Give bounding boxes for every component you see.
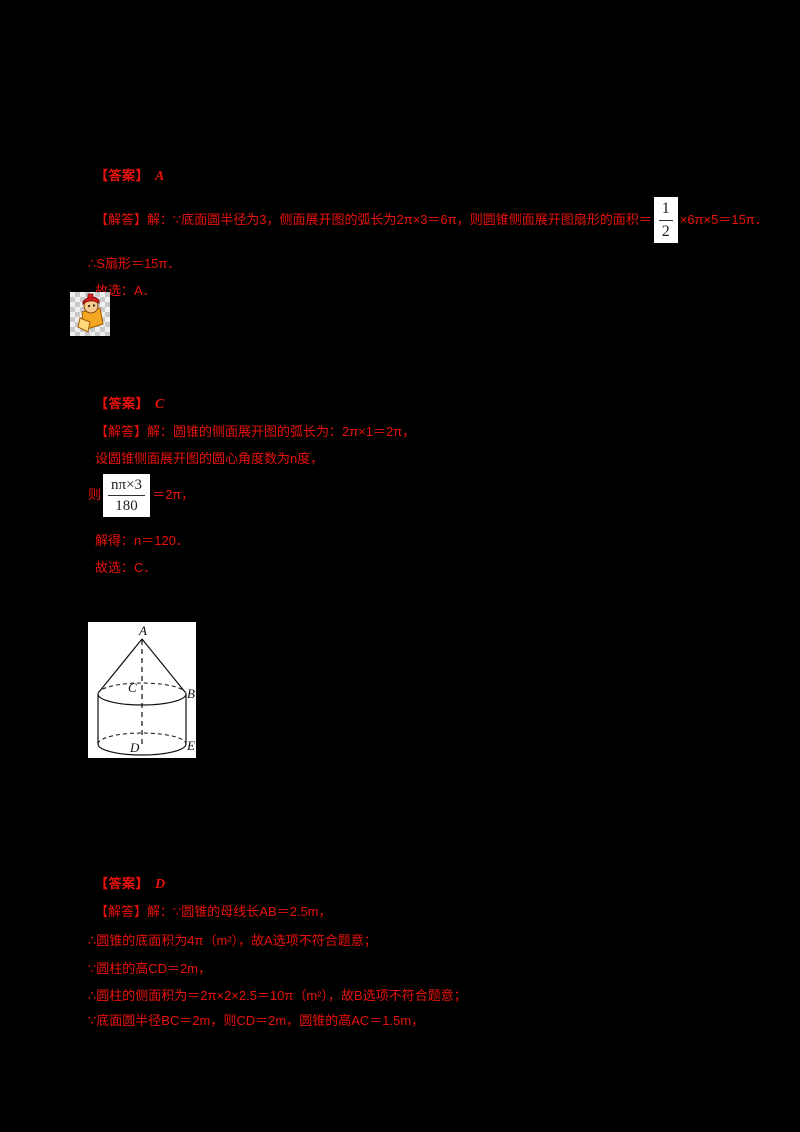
cartoon-student-reading-icon: [77, 293, 104, 333]
choice-line-1: 故选：A．: [95, 283, 156, 298]
fraction-one-half: 1 2: [653, 197, 678, 243]
answer-letter-2: C: [155, 397, 165, 412]
solution-line-1: 【解答】解：∵底面圆半径为3，侧面展开图的弧长为2π×3＝6π，则圆锥侧面展开图…: [95, 196, 768, 244]
solution-line-3e: ∵底面圆半径BC＝2m，则CD＝2m，圆锥的高AC＝1.5m，: [88, 1013, 425, 1028]
solution-equation-2-prefix: 则: [88, 487, 102, 503]
figure-label-A: A: [138, 623, 147, 638]
answer-letter-3: D: [155, 877, 166, 892]
solution-line-2a: 【解答】解：圆锥的侧面展开图的弧长为：2π×1＝2π，: [95, 424, 416, 439]
figure-label-D: D: [129, 740, 140, 755]
solution-line-2b: 设圆锥侧面展开图的圆心角度数为n度，: [95, 451, 324, 466]
solution-line-3d: ∴圆柱的侧面积为＝2π×2×2.5＝10π（m²），故B选项不符合题意；: [88, 988, 467, 1003]
answer-heading-2: 【答案】 C: [95, 396, 165, 414]
solution-equation-2-suffix: ＝2π，: [152, 487, 195, 503]
choice-line-2: 故选：C．: [95, 560, 157, 575]
figure-label-B: B: [187, 686, 195, 701]
solution-line-3c: ∵圆柱的高CD＝2m，: [88, 961, 212, 976]
answer-letter-1: A: [155, 169, 165, 184]
solution-line-1-prefix: 【解答】解：∵底面圆半径为3，侧面展开图的弧长为2π×3＝6π，则圆锥侧面展开图…: [95, 212, 652, 228]
mascot-image: [70, 292, 110, 336]
cone-cylinder-diagram: A C B D E: [97, 623, 195, 756]
fraction-one-half-numerator: 1: [658, 199, 673, 221]
solution-line-3b: ∴圆锥的底面积为4π（m²），故A选项不符合题意；: [88, 933, 377, 948]
solution-equation-2: 则 nπ×3 180 ＝2π，: [88, 472, 194, 518]
cone-cylinder-figure: A C B D E: [88, 622, 196, 758]
answer-heading-1: 【答案】 A: [95, 168, 165, 186]
answer-heading-3-label: 【答案】: [95, 876, 150, 891]
solve-line-2: 解得：n＝120．: [95, 533, 189, 548]
figure-label-E: E: [186, 738, 195, 753]
figure-label-C: C: [128, 680, 137, 695]
conclusion-line-1: ∴S扇形＝15π．: [88, 256, 181, 271]
solution-line-1-suffix: ×6π×5＝15π．: [679, 212, 768, 228]
fraction-npi3-180-numerator: nπ×3: [108, 476, 146, 496]
answer-heading-2-label: 【答案】: [95, 396, 150, 411]
fraction-npi3-180-denominator: 180: [115, 497, 138, 514]
fraction-one-half-denominator: 2: [661, 222, 670, 240]
answer-heading-1-label: 【答案】: [95, 168, 150, 183]
answer-heading-3: 【答案】 D: [95, 876, 166, 894]
solution-line-3a: 【解答】解：∵圆锥的母线长AB＝2.5m，: [95, 904, 332, 919]
fraction-npi3-180: nπ×3 180: [103, 473, 151, 517]
